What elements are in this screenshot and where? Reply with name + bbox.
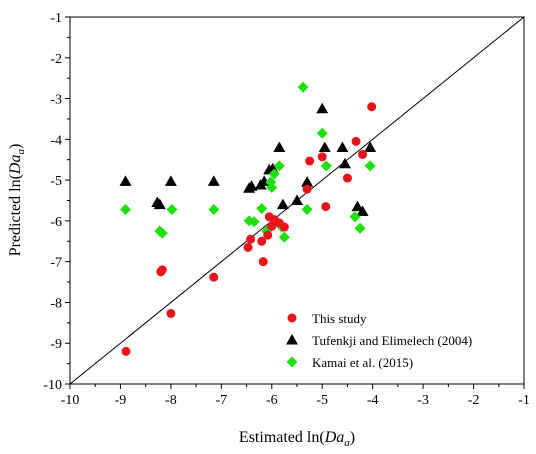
triangle-data-point [245, 180, 258, 191]
diamond-data-point [166, 203, 178, 215]
y-tick-label: -7 [50, 256, 62, 271]
y-tick-label: -1 [50, 11, 62, 26]
x-tick-label: -8 [165, 393, 177, 408]
circle-data-point [157, 265, 167, 275]
y-tick-label: -2 [50, 52, 62, 67]
diamond-data-point [266, 181, 278, 193]
triangle-data-point [356, 205, 369, 217]
triangle-data-point [316, 102, 329, 114]
triangle-data-point [338, 157, 351, 169]
triangle-data-point [276, 198, 289, 210]
y-tick-label: -4 [50, 133, 62, 148]
circle-data-point [321, 202, 331, 212]
triangle-data-point [291, 194, 303, 205]
x-tick-label: -7 [215, 393, 227, 408]
x-tick-label: -5 [316, 393, 328, 408]
triangle-data-point [318, 141, 331, 152]
circle-data-point [257, 236, 267, 246]
diamond-data-point [364, 160, 376, 172]
x-tick-label: -4 [367, 393, 379, 408]
circle-data-point [246, 234, 256, 244]
triangle-data-point [273, 141, 286, 152]
legend-label: Tufenkji and Elimelech (2004) [312, 333, 472, 348]
triangle-data-point [119, 175, 132, 186]
circle-data-point [317, 152, 327, 162]
circle-data-point [358, 149, 368, 159]
circle-data-point [121, 346, 131, 356]
y-tick-label: -9 [50, 337, 62, 352]
triangle-data-point [364, 141, 377, 152]
x-tick-label: -10 [61, 393, 80, 408]
circle-data-point [302, 184, 312, 194]
diamond-data-point [248, 216, 260, 228]
circle-data-point [166, 308, 176, 318]
diamond-data-point [268, 168, 280, 180]
diamond-data-point [208, 203, 220, 215]
y-tick-label: -5 [50, 174, 62, 189]
diamond-data-point [119, 203, 131, 215]
x-tick-label: -9 [115, 393, 127, 408]
circle-data-point [258, 257, 268, 267]
x-tick-label: -1 [518, 393, 530, 408]
circle-data-point [367, 102, 377, 112]
x-tick-label: -2 [468, 393, 480, 408]
diamond-data-point [256, 203, 268, 215]
y-tick-label: -6 [50, 215, 62, 230]
diamond-data-point [320, 160, 332, 172]
x-axis-title: Estimated ln(Daa) [239, 429, 355, 449]
legend-label: This study [312, 311, 367, 326]
triangle-data-point [301, 176, 314, 187]
legend-label: Kamai et al. (2015) [312, 355, 413, 370]
circle-data-point [263, 230, 273, 240]
circle-data-point [279, 222, 289, 232]
diamond-data-point [301, 203, 313, 215]
legend-marker-triangle [286, 334, 298, 345]
triangle-data-point [153, 198, 166, 210]
legend-marker-circle [287, 313, 297, 323]
diamond-data-point [316, 127, 328, 139]
diamond-data-point [297, 81, 309, 93]
diamond-data-point [354, 222, 366, 234]
diamond-data-point [156, 227, 168, 239]
triangle-data-point [351, 200, 364, 212]
legend-marker-diamond [286, 356, 298, 368]
circle-data-point [209, 272, 219, 282]
diamond-data-point [278, 231, 290, 243]
y-tick-label: -8 [50, 296, 62, 311]
triangle-data-point [336, 141, 349, 152]
triangle-data-point [164, 175, 177, 186]
y-axis-title: Predicted ln(Daa) [7, 144, 27, 257]
diamond-data-point [273, 160, 285, 172]
circle-data-point [342, 173, 352, 183]
y-tick-label: -10 [43, 378, 62, 393]
x-tick-label: -6 [266, 393, 278, 408]
diamond-data-point [349, 211, 361, 223]
circle-data-point [243, 242, 253, 252]
triangle-data-point [207, 175, 220, 186]
circle-data-point [305, 156, 315, 166]
x-tick-label: -3 [417, 393, 429, 408]
y-tick-label: -3 [50, 93, 62, 108]
circle-data-point [351, 136, 361, 146]
